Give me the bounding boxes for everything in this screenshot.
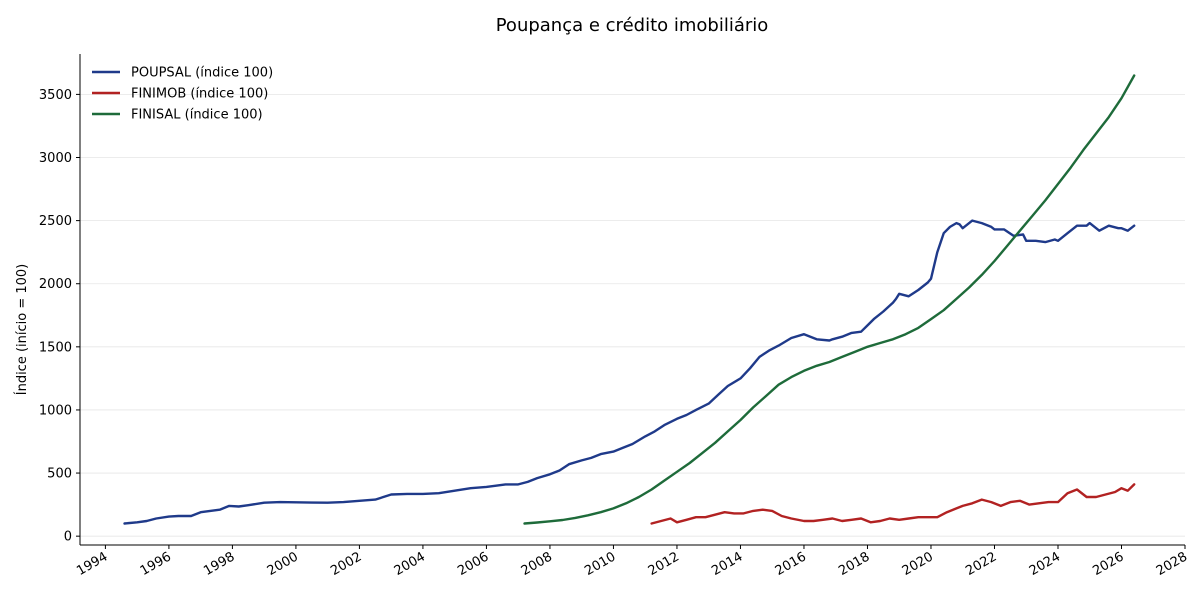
x-axis-ticks: 1994 1996 1998 2000 2002 2004 2006 2008 2010 2012… bbox=[74, 545, 1190, 579]
chart-title: Poupança e crédito imobiliário bbox=[496, 15, 769, 36]
x-tick-label: 2012 bbox=[646, 549, 682, 579]
legend: POUPSAL (índice 100) FINIMOB (índice 100)… bbox=[92, 66, 273, 123]
legend-item-0: POUPSAL (índice 100) bbox=[92, 66, 273, 81]
x-tick-label: 2000 bbox=[265, 549, 301, 579]
x-tick-label: 2004 bbox=[392, 549, 428, 579]
y-tick-label: 1500 bbox=[39, 340, 72, 355]
x-tick-label: 2010 bbox=[582, 549, 618, 579]
series-0 bbox=[123, 219, 1136, 525]
x-tick-label: 1994 bbox=[74, 549, 110, 579]
y-tick-label: 3500 bbox=[39, 88, 72, 103]
x-tick-label: 2002 bbox=[328, 549, 364, 579]
x-tick-label: 2018 bbox=[836, 549, 872, 579]
y-axis-ticks: 0 500 1000 1500 2000 2500 3000 3500 bbox=[39, 88, 80, 545]
series-line bbox=[650, 483, 1136, 525]
y-axis-title: Índice (início = 100) bbox=[14, 264, 30, 396]
x-tick-label: 2026 bbox=[1090, 549, 1126, 579]
x-tick-label: 2016 bbox=[773, 549, 809, 579]
grid bbox=[80, 93, 1185, 537]
x-tick-label: 2014 bbox=[709, 549, 745, 579]
legend-item-2: FINISAL (índice 100) bbox=[92, 108, 263, 123]
legend-item-1: FINIMOB (índice 100) bbox=[92, 87, 268, 102]
x-tick-label: 2028 bbox=[1154, 549, 1190, 579]
x-tick-label: 1996 bbox=[138, 549, 174, 579]
y-tick-label: 0 bbox=[64, 530, 72, 545]
series-1 bbox=[650, 483, 1136, 525]
x-tick-label: 1998 bbox=[201, 549, 237, 579]
y-tick-label: 3000 bbox=[39, 151, 72, 166]
series-line bbox=[123, 219, 1136, 525]
series-2 bbox=[523, 74, 1136, 525]
y-tick-label: 2000 bbox=[39, 277, 72, 292]
legend-label: FINISAL (índice 100) bbox=[131, 108, 263, 123]
legend-label: POUPSAL (índice 100) bbox=[131, 66, 273, 81]
y-tick-label: 500 bbox=[47, 467, 72, 482]
legend-label: FINIMOB (índice 100) bbox=[131, 87, 268, 102]
x-tick-label: 2020 bbox=[900, 549, 936, 579]
y-tick-label: 1000 bbox=[39, 403, 72, 418]
x-tick-label: 2024 bbox=[1027, 549, 1063, 579]
x-tick-label: 2006 bbox=[455, 549, 491, 579]
series-line bbox=[523, 74, 1136, 525]
x-tick-label: 2022 bbox=[963, 549, 999, 579]
y-tick-label: 2500 bbox=[39, 214, 72, 229]
x-tick-label: 2008 bbox=[519, 549, 555, 579]
series-layer bbox=[123, 74, 1136, 525]
